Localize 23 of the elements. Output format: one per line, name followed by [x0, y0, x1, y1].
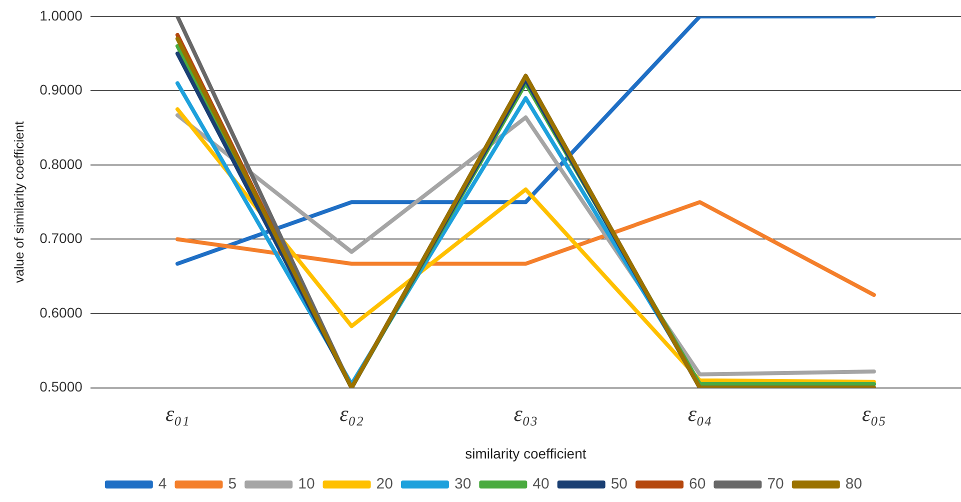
legend-label: 30 — [454, 476, 472, 493]
x-tick-label: ε₀₄ — [688, 400, 712, 426]
y-tick-label: 0.7000 — [40, 230, 83, 246]
legend-label: 80 — [845, 476, 862, 493]
x-tick-label: ε₀₅ — [862, 400, 886, 426]
legend-label: 60 — [689, 476, 706, 493]
y-axis-title: value of similarity coefficient — [11, 120, 26, 283]
legend-label: 70 — [767, 476, 784, 493]
legend-label: 10 — [298, 476, 315, 493]
legend-label: 50 — [610, 476, 628, 493]
legend-label: 20 — [376, 476, 393, 493]
x-axis-title: similarity coefficient — [465, 445, 586, 462]
legend-label: 4 — [158, 476, 167, 493]
y-tick-label: 0.5000 — [40, 378, 83, 395]
y-tick-label: 1.0000 — [40, 7, 83, 24]
x-tick-label: ε₀₃ — [514, 400, 538, 426]
y-tick-label: 0.9000 — [40, 82, 83, 98]
y-tick-label: 0.6000 — [40, 304, 83, 320]
x-tick-label: ε₀₂ — [340, 400, 364, 426]
x-tick-label: ε₀₁ — [165, 400, 190, 426]
legend-label: 5 — [228, 476, 237, 493]
y-tick-label: 0.8000 — [40, 156, 83, 172]
legend-label: 40 — [532, 476, 550, 493]
